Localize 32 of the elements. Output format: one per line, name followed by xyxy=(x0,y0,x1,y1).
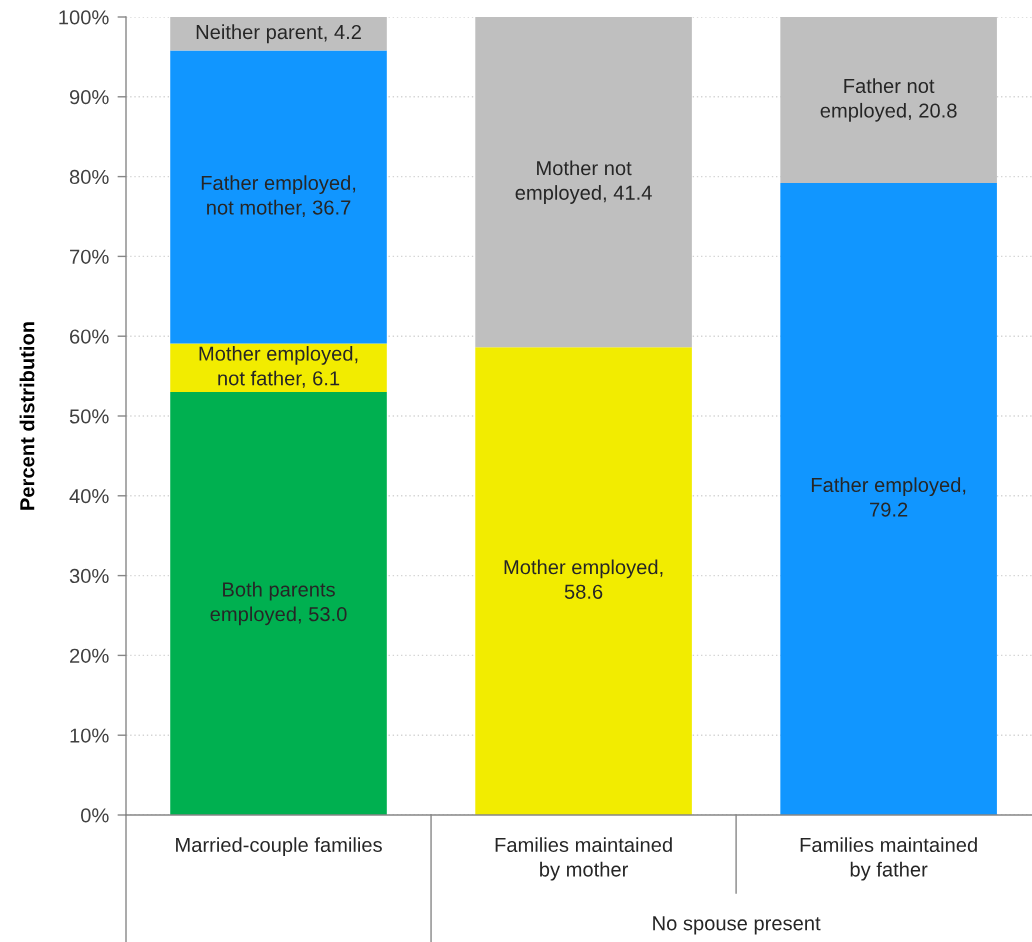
y-tick-label: 90% xyxy=(69,90,109,105)
data-label: Father not employed, 20.8 xyxy=(820,78,957,122)
data-label: Father employed, 79.2 xyxy=(811,477,966,517)
bar xyxy=(170,50,387,344)
x-tick-label: Families maintained by mother xyxy=(495,837,672,881)
y-tick-label: 30% xyxy=(69,568,109,584)
bar xyxy=(475,347,692,815)
data-label: Mother not employed, 41.4 xyxy=(515,160,652,204)
y-tick-label: 60% xyxy=(70,329,109,344)
data-label: Mother employed, 58.6 xyxy=(504,559,663,599)
data-label: Both parents employed, 53.0 xyxy=(210,581,347,626)
y-tick-label: 50% xyxy=(69,409,109,424)
x-tick-label: Families maintained by father xyxy=(800,837,977,881)
y-tick-label: 100% xyxy=(59,10,109,25)
y-tick-label: 10% xyxy=(70,728,109,743)
bar xyxy=(780,17,997,183)
y-tick-label: 80% xyxy=(69,169,109,185)
y-tick-label: 20% xyxy=(70,648,109,663)
data-label: Mother employed, not father, 6.1 xyxy=(199,346,358,388)
bar xyxy=(780,182,997,815)
y-axis-title: Percent distribution xyxy=(19,322,35,510)
x-tick-label: Married-couple families xyxy=(176,837,382,856)
text: No spouse present xyxy=(653,916,821,935)
y-tick-label: 0% xyxy=(81,808,109,823)
bar xyxy=(170,343,387,393)
y-tick-label: 70% xyxy=(70,249,109,264)
data-label: Father employed, not mother, 36.7 xyxy=(201,175,356,218)
bar xyxy=(475,17,692,348)
bar xyxy=(170,17,387,51)
bar xyxy=(170,392,387,815)
data-label: Neither parent, 4.2 xyxy=(196,24,361,44)
y-tick-label: 40% xyxy=(69,489,109,504)
